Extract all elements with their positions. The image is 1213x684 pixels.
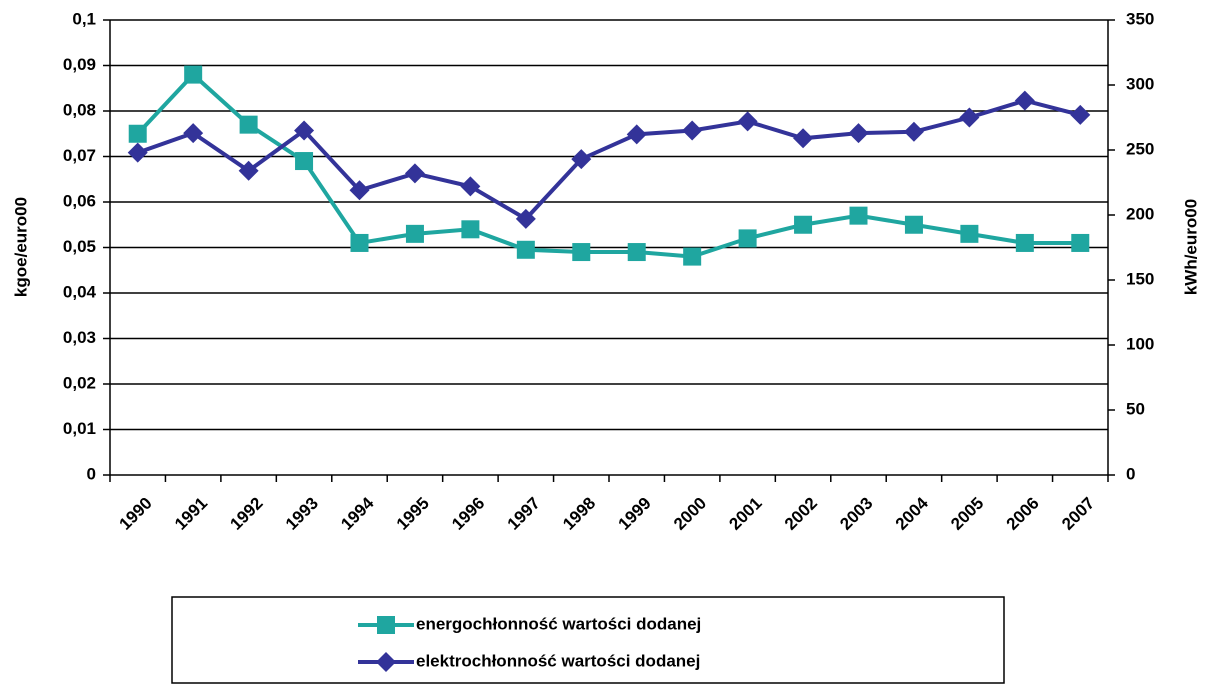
y-tick-label: 0,06 [63, 191, 96, 210]
x-tick-label: 2000 [670, 494, 710, 534]
x-tick-label: 2002 [781, 494, 821, 534]
x-tick-label: 2006 [1003, 494, 1043, 534]
data-point [460, 176, 481, 197]
x-tick-label: 2001 [725, 494, 765, 534]
data-point [794, 215, 813, 234]
x-tick-label: 1999 [615, 494, 655, 534]
y2-tick-label: 200 [1126, 204, 1154, 223]
data-point [1015, 233, 1034, 252]
data-point [903, 121, 924, 142]
x-tick-label: 1997 [504, 494, 544, 534]
data-point [1070, 104, 1091, 125]
data-point [128, 124, 147, 143]
x-tick-label: 1992 [226, 494, 266, 534]
y-tick-label: 0 [87, 464, 96, 483]
x-tick-label: 1998 [559, 494, 599, 534]
y2-tick-label: 50 [1126, 399, 1145, 418]
data-point [572, 243, 591, 262]
data-point [515, 208, 536, 229]
y2-tick-label: 100 [1126, 334, 1154, 353]
y2-tick-label: 0 [1126, 464, 1135, 483]
data-point [516, 240, 535, 259]
data-point [959, 107, 980, 128]
x-tick-label: 2004 [892, 493, 933, 534]
y-tick-label: 0,07 [63, 146, 96, 165]
x-tick-label: 1993 [282, 494, 322, 534]
data-point [405, 224, 424, 243]
data-point [738, 229, 757, 248]
x-tick-label: 1991 [171, 494, 211, 534]
data-point [1071, 233, 1090, 252]
data-point [184, 65, 203, 84]
legend-box [171, 596, 1005, 684]
legend-label: energochłonność wartości dodanej [416, 614, 701, 633]
data-point [350, 233, 369, 252]
y2-tick-label: 300 [1126, 74, 1154, 93]
legend-marker [377, 616, 395, 634]
y-tick-label: 0,1 [72, 9, 96, 28]
y-tick-label: 0,01 [63, 419, 96, 438]
series-line [137, 98, 1081, 222]
x-tick-label: 1994 [337, 493, 378, 534]
series-line [136, 71, 1081, 259]
x-tick-label: 1995 [393, 494, 433, 534]
data-point [683, 247, 702, 266]
data-point [849, 206, 868, 225]
legend-label: elektrochłonność wartości dodanej [416, 651, 700, 670]
data-point [239, 115, 258, 134]
x-tick-label: 1996 [448, 494, 488, 534]
y-tick-label: 0,03 [63, 328, 96, 347]
data-point [626, 124, 647, 145]
data-point [904, 215, 923, 234]
data-point [627, 243, 646, 262]
data-point [349, 180, 370, 201]
data-point [404, 163, 425, 184]
data-point [461, 220, 480, 239]
y-tick-label: 0,05 [63, 237, 96, 256]
data-point [183, 123, 204, 144]
x-tick-label: 2003 [836, 494, 876, 534]
y-tick-label: 0,04 [63, 282, 97, 301]
data-point [960, 224, 979, 243]
y2-tick-label: 150 [1126, 269, 1154, 288]
y-tick-label: 0,02 [63, 373, 96, 392]
data-point [737, 111, 758, 132]
data-point [238, 160, 259, 181]
data-point [848, 123, 869, 144]
y-axis-label: kgoe/euro00 [11, 197, 30, 297]
data-point [1014, 90, 1035, 111]
y2-axis-label: kWh/euro00 [1181, 199, 1200, 295]
y2-tick-label: 350 [1126, 9, 1154, 28]
data-point [294, 120, 315, 141]
x-tick-label: 1990 [116, 494, 156, 534]
x-tick-label: 2005 [947, 494, 987, 534]
data-point [295, 152, 314, 171]
y-tick-label: 0,08 [63, 100, 96, 119]
y2-tick-label: 250 [1126, 139, 1154, 158]
data-point [571, 149, 592, 170]
y-tick-label: 0,09 [63, 55, 96, 74]
x-tick-label: 2007 [1058, 494, 1098, 534]
data-point [127, 142, 148, 163]
data-point [682, 120, 703, 141]
legend-marker [376, 652, 396, 672]
data-point [793, 128, 814, 149]
